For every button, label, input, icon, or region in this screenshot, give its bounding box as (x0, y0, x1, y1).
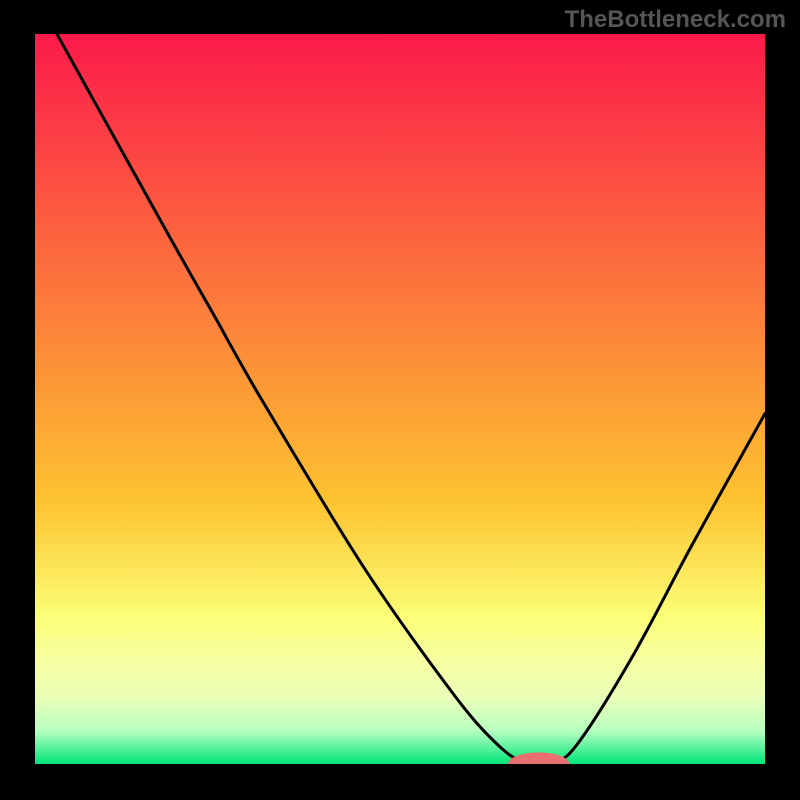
stage: TheBottleneck.com (0, 0, 800, 800)
plot-area (35, 34, 765, 764)
chart (35, 34, 765, 764)
gradient-background (35, 34, 765, 764)
watermark-text: TheBottleneck.com (565, 6, 786, 34)
